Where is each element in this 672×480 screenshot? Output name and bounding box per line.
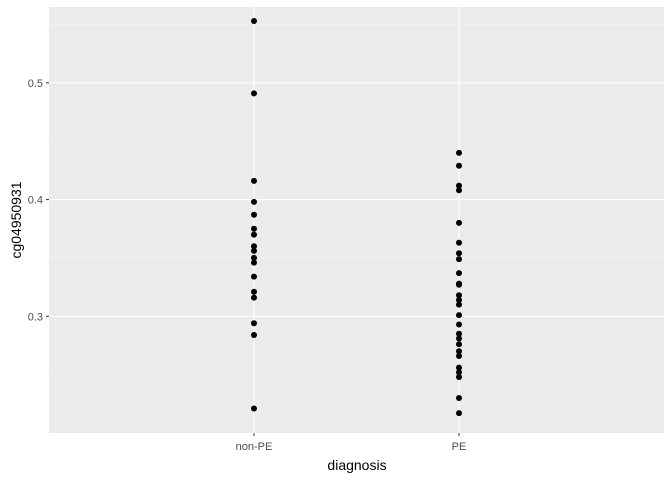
- y-axis: 0.3 0.4 0.5: [28, 78, 49, 323]
- y-axis-title: cg04950931: [8, 181, 24, 258]
- minor-grid: [49, 24, 664, 375]
- data-point: [456, 394, 462, 401]
- data-point: [251, 90, 257, 97]
- y-tick-label: 0.5: [28, 78, 43, 90]
- data-point: [251, 211, 257, 218]
- data-point: [456, 292, 462, 299]
- plot-panel: [49, 7, 664, 433]
- data-point: [456, 149, 462, 156]
- data-point: [456, 410, 462, 417]
- data-point: [456, 162, 462, 169]
- data-point: [251, 331, 257, 338]
- data-point: [456, 369, 462, 376]
- data-point: [251, 247, 257, 254]
- data-point: [456, 219, 462, 226]
- data-point: [251, 18, 257, 25]
- data-point: [456, 330, 462, 337]
- data-point: [456, 250, 462, 257]
- data-point: [456, 187, 462, 194]
- y-tick-label: 0.3: [28, 311, 43, 323]
- data-point: [251, 254, 257, 261]
- data-point: [456, 321, 462, 328]
- data-point: [251, 177, 257, 184]
- data-point: [456, 364, 462, 371]
- x-tick-label: PE: [452, 441, 467, 453]
- data-point: [251, 225, 257, 232]
- data-point: [456, 239, 462, 246]
- data-point: [251, 259, 257, 266]
- data-point: [456, 301, 462, 308]
- data-point: [456, 256, 462, 263]
- data-point: [456, 348, 462, 355]
- data-point: [456, 373, 462, 380]
- data-point: [456, 270, 462, 277]
- x-axis: non-PE PE: [236, 433, 467, 453]
- data-point: [251, 243, 257, 250]
- data-point: [251, 198, 257, 205]
- data-point: [251, 273, 257, 280]
- y-tick-label: 0.4: [28, 195, 43, 207]
- data-point: [251, 288, 257, 295]
- data-points: [251, 18, 462, 417]
- data-point: [456, 281, 462, 288]
- data-point: [456, 296, 462, 303]
- data-point: [456, 182, 462, 189]
- data-point: [251, 294, 257, 301]
- data-point: [456, 335, 462, 342]
- data-point: [456, 312, 462, 319]
- data-point: [456, 341, 462, 348]
- data-point: [456, 352, 462, 359]
- data-point: [251, 320, 257, 327]
- x-axis-title: diagnosis: [327, 457, 386, 473]
- data-point: [251, 231, 257, 238]
- x-tick-label: non-PE: [236, 441, 273, 453]
- data-point: [251, 405, 257, 412]
